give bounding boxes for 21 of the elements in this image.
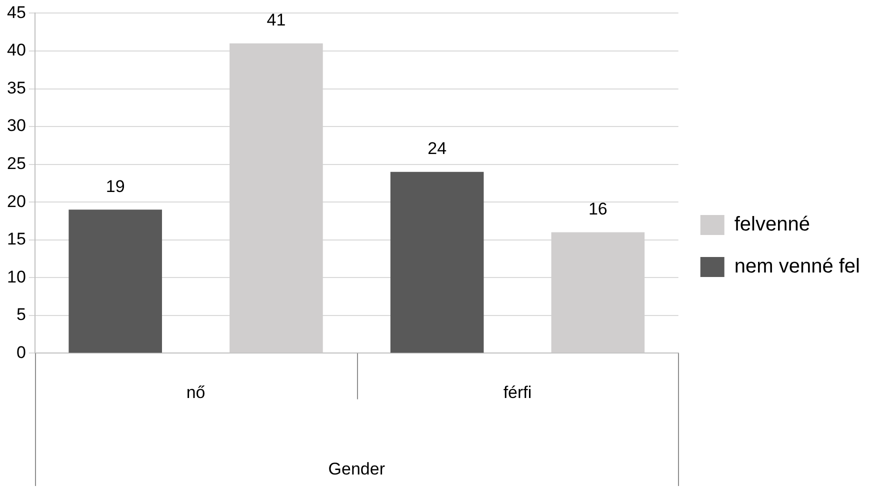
x-tick-label: nő (186, 383, 206, 402)
data-label: 19 (106, 176, 125, 196)
data-label: 41 (266, 10, 286, 30)
data-label: 24 (428, 139, 447, 158)
data-label: 16 (588, 200, 608, 218)
y-tick-label: 0 (16, 342, 26, 362)
y-tick-label: 30 (6, 116, 26, 136)
y-tick-label: 35 (6, 78, 26, 98)
x-tick-label: férfi (503, 383, 532, 402)
y-tick-label: 45 (6, 2, 26, 22)
x-axis-title: Gender (328, 459, 386, 478)
y-tick-label: 5 (16, 305, 26, 324)
y-tick-label: 10 (6, 267, 26, 286)
bar (68, 210, 162, 353)
y-tick-label: 40 (6, 40, 26, 60)
legend-label: felvenné (734, 214, 810, 236)
bar (390, 172, 484, 353)
y-tick-label: 25 (6, 154, 26, 173)
y-tick-label: 15 (6, 230, 26, 249)
legend-label: nem venné fel (734, 256, 860, 278)
y-tick-label: 20 (6, 192, 26, 211)
